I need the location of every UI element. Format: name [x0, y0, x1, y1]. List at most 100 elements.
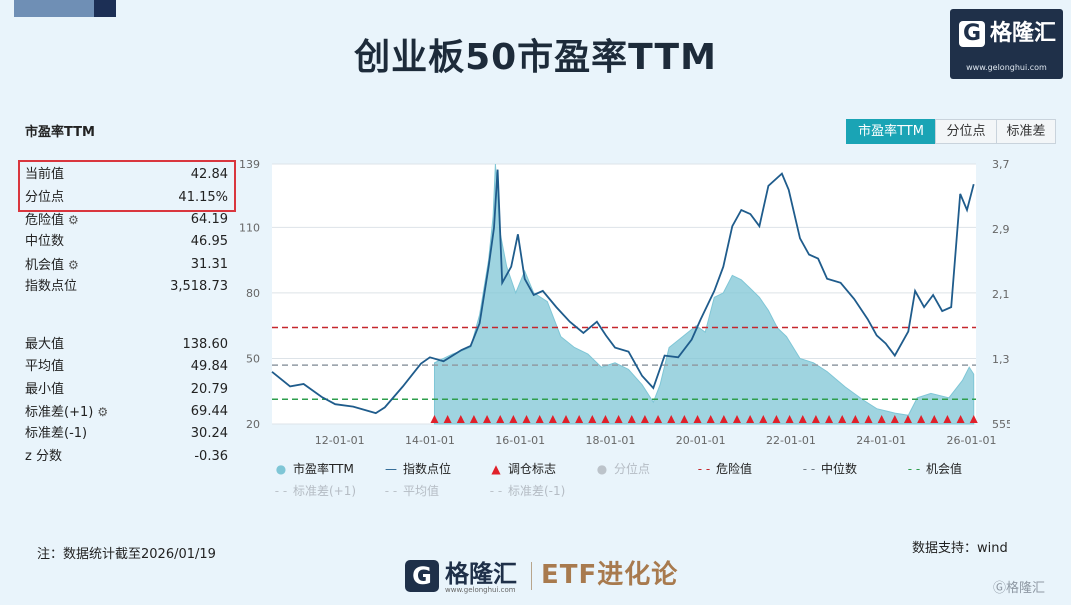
legend-label: 标准差(-1) [508, 484, 566, 498]
legend-item[interactable]: - - 标准差(-1) [487, 484, 566, 498]
index-line [271, 169, 975, 415]
adjust-marker [903, 415, 912, 423]
legend-item[interactable]: — 指数点位 [382, 462, 451, 476]
stat-value: 69.44 [190, 404, 228, 419]
gear-icon[interactable]: ⚙ [68, 258, 79, 272]
adjust-marker [522, 415, 531, 423]
stat-row: 最小值 20.79 [25, 379, 228, 401]
stat-label: 标准差(-1) [25, 426, 88, 441]
brand-logo: G 格隆汇 www.gelonghui.com [950, 9, 1063, 79]
y-left-tick: 20 [246, 418, 260, 431]
legend-label: 指数点位 [403, 462, 452, 476]
x-tick: 14-01-01 [405, 434, 455, 447]
legend-item[interactable]: - - 危险值 [695, 462, 752, 476]
adjust-marker [667, 415, 676, 423]
legend-label: 危险值 [716, 462, 753, 476]
y-left-tick: 139 [239, 158, 260, 171]
adjust-marker [917, 415, 926, 423]
toggle-pe-ttm[interactable]: 市盈率TTM [846, 119, 936, 144]
toggle-stddev[interactable]: 标准差 [996, 119, 1056, 144]
stat-value: 30.24 [190, 426, 228, 441]
stat-value: 64.19 [190, 212, 228, 227]
stat-label: 当前值 [25, 167, 65, 182]
stat-value: 3,518.73 [170, 279, 228, 294]
legend-item[interactable]: - - 机会值 [905, 462, 962, 476]
adjust-marker [443, 415, 452, 423]
stat-label: 机会值 ⚙ [25, 254, 79, 277]
slogan: ETF进化论 [541, 560, 679, 590]
adjust-marker [575, 415, 584, 423]
adjust-marker [601, 415, 610, 423]
stat-value: 49.84 [190, 359, 228, 374]
bottom-g-icon: G [405, 560, 439, 592]
adjust-marker [456, 415, 465, 423]
legend-symbol-icon: — [385, 462, 397, 476]
adjust-marker [956, 415, 965, 423]
brand-divider [531, 562, 532, 590]
y-left-tick: 50 [246, 352, 260, 365]
adjust-marker [614, 415, 623, 423]
legend-item[interactable]: ● 市盈率TTM [272, 462, 354, 476]
stat-label: 中位数 [25, 234, 65, 249]
stat-label: 危险值 ⚙ [25, 209, 79, 232]
adjust-marker [851, 415, 860, 423]
adjust-marker [680, 415, 689, 423]
pe-area [433, 163, 975, 425]
adjust-marker [496, 415, 505, 423]
legend-label: 市盈率TTM [293, 462, 354, 476]
bottom-brand-url: www.gelonghui.com [445, 586, 516, 594]
legend-symbol-icon: - - [907, 462, 921, 476]
toggle-percentile[interactable]: 分位点 [935, 119, 997, 144]
stat-row: 指数点位 3,518.73 [25, 276, 228, 298]
stat-value: 31.31 [190, 257, 228, 272]
y-right-tick: 2,163 [992, 288, 1010, 301]
stat-row: 平均值 49.84 [25, 356, 228, 378]
stat-label: z 分数 [25, 449, 62, 464]
stat-row: 分位点 41.15% [25, 187, 228, 209]
x-tick: 24-01-01 [856, 434, 906, 447]
stat-label: 标准差(+1) ⚙ [25, 401, 108, 424]
gear-icon[interactable]: ⚙ [68, 213, 79, 227]
stat-label: 指数点位 [25, 279, 78, 294]
adjust-marker [785, 415, 794, 423]
stat-label: 最小值 [25, 382, 65, 397]
stat-label: 最大值 [25, 337, 65, 352]
legend-item[interactable]: ▲ 调仓标志 [487, 462, 556, 476]
legend-item[interactable]: - - 中位数 [800, 462, 857, 476]
adjust-marker [548, 415, 557, 423]
y-right-tick: 2,967 [992, 223, 1010, 236]
stat-row: 危险值 ⚙ 64.19 [25, 209, 228, 231]
legend-item[interactable]: ● 分位点 [593, 462, 650, 476]
stat-row: z 分数 -0.36 [25, 446, 228, 468]
adjust-marker [588, 415, 597, 423]
watermark: Ⓖ格隆汇 [993, 581, 1046, 596]
stat-value: 46.95 [190, 234, 228, 249]
adjust-marker [483, 415, 492, 423]
legend-symbol-icon: - - [697, 462, 711, 476]
stat-row: 机会值 ⚙ 31.31 [25, 254, 228, 276]
x-tick: 26-01-01 [947, 434, 997, 447]
legend-label: 分位点 [614, 462, 651, 476]
adjust-marker [798, 415, 807, 423]
stat-value: 41.15% [178, 190, 228, 205]
legend-label: 标准差(+1) [293, 484, 357, 498]
adjust-marker [864, 415, 873, 423]
stat-row: 中位数 46.95 [25, 231, 228, 253]
legend-item[interactable]: - - 平均值 [382, 484, 439, 498]
gear-icon[interactable]: ⚙ [97, 405, 109, 419]
adjust-marker [772, 415, 781, 423]
legend-symbol-icon: - - [489, 484, 503, 498]
stat-row: 标准差(-1) 30.24 [25, 423, 228, 445]
bottom-brand-name: 格隆汇 [445, 560, 517, 588]
legend-symbol-icon: - - [384, 484, 398, 498]
brand-url: www.gelonghui.com [966, 63, 1047, 72]
legend-item[interactable]: - - 标准差(+1) [272, 484, 356, 498]
legend-symbol-icon: - - [274, 484, 288, 498]
adjust-marker [746, 415, 755, 423]
stat-value: 20.79 [190, 382, 228, 397]
adjust-marker [838, 415, 847, 423]
legend-label: 平均值 [403, 484, 440, 498]
adjust-marker [640, 415, 649, 423]
adjust-marker [509, 415, 518, 423]
stat-label: 平均值 [25, 359, 65, 374]
